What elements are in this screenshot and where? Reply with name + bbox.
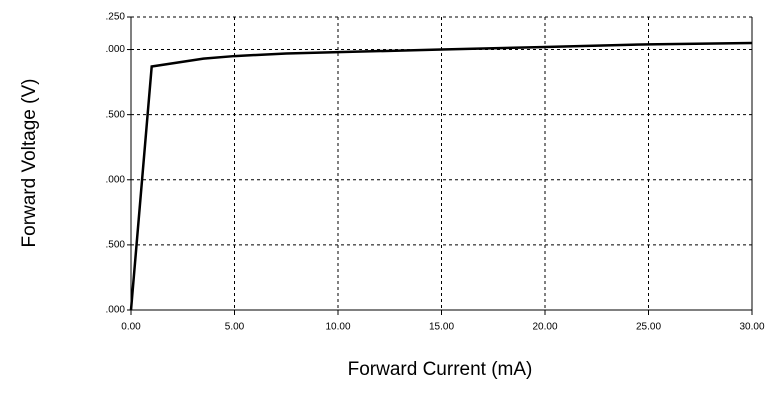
y-tick-label: .000 <box>106 174 126 185</box>
data-line <box>129 41 753 311</box>
y-tick-label: .000 <box>106 44 126 55</box>
y-tick-label: .000 <box>106 305 126 316</box>
y-axis-label: Forward Voltage (V) <box>19 79 40 248</box>
x-tick-label: 15.00 <box>429 322 454 333</box>
y-tick-label: .500 <box>106 240 126 251</box>
x-tick-label: 20.00 <box>532 322 557 333</box>
x-axis-label: Forward Current (mA) <box>348 359 533 380</box>
y-tick-label: .500 <box>106 109 126 120</box>
y-tick-label: .250 <box>106 12 126 23</box>
x-tick-label: 25.00 <box>636 322 661 333</box>
x-tick-label: 0.00 <box>121 322 141 333</box>
x-tick-label: 30.00 <box>739 322 764 333</box>
x-tick-label: 10.00 <box>325 322 350 333</box>
x-tick-label: 5.00 <box>225 322 245 333</box>
